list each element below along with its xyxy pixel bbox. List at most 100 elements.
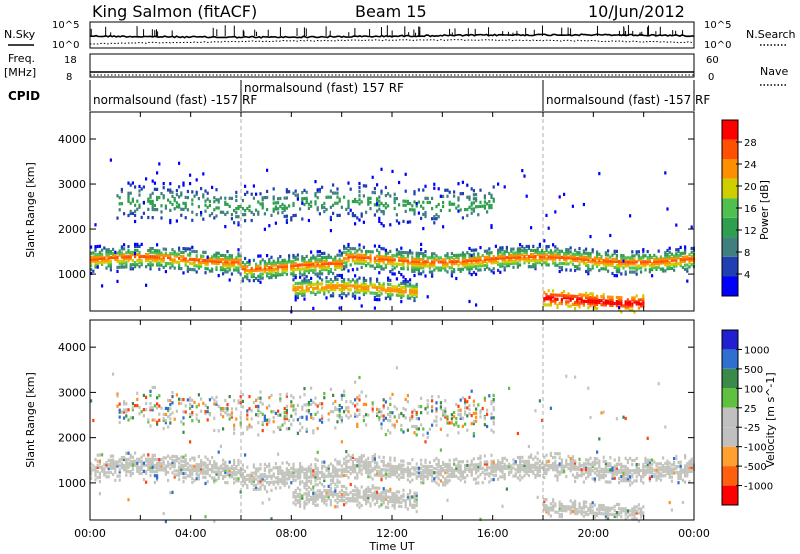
power-cell [387,259,390,263]
velocity-cell [147,453,150,457]
power-cell [503,268,506,272]
velocity-cell [219,470,222,474]
velocity-cell [321,416,324,420]
power-cell [433,182,436,186]
power-cell [523,251,526,255]
power-cell [387,292,390,296]
power-cell [567,262,570,266]
power-cell [464,265,467,269]
power-cell [186,269,189,273]
velocity-cell [274,411,277,415]
velocity-cell [226,409,229,413]
velocity-cell [387,501,390,505]
velocity-cell [189,468,192,472]
power-cell [527,246,530,251]
power-cell [422,260,425,264]
power-cell [433,215,436,219]
velocity-cell [296,403,299,407]
power-cell [208,259,211,263]
velocity-cell [338,460,341,464]
power-cell [391,293,394,297]
velocity-cell [156,478,159,482]
power-cell [101,254,104,258]
velocity-cell [277,409,280,413]
power-cell [147,259,150,263]
velocity-cell [356,414,359,418]
power-cell [402,292,405,296]
velocity-cell [323,474,326,478]
power-cell [345,284,348,288]
power-cell [171,194,174,198]
power-cell [382,224,385,228]
power-cell [556,297,559,301]
velocity-cell [398,477,401,481]
power-cell [358,255,361,259]
velocity-cell [340,474,343,478]
power-cell [598,258,601,262]
power-cell [483,194,486,198]
velocity-cell [233,469,236,473]
power-cell [257,266,260,270]
power-cell [560,266,563,270]
velocity-cell [334,466,337,470]
power-cell [585,247,588,251]
power-cell [250,273,253,277]
power-cell [591,260,594,264]
velocity-cell [206,465,209,469]
velocity-cell [356,460,359,464]
power-cell [116,251,119,255]
power-cell [369,291,372,295]
power-cell [490,205,493,210]
velocity-cell [327,474,330,478]
power-cell [684,249,687,253]
velocity-cell [475,481,478,485]
power-cell [675,258,678,262]
velocity-cell [310,467,313,471]
velocity-cell [316,466,319,471]
power-cell [292,268,295,272]
velocity-cell [371,477,374,481]
power-cell [351,253,354,257]
velocity-cell [314,477,317,481]
velocity-cell [431,395,434,399]
power-cell [648,268,651,272]
velocity-cell [448,464,451,468]
velocity-cell [222,427,225,431]
velocity-cell [153,474,156,478]
power-cell [279,255,282,259]
velocity-cell [98,453,101,457]
velocity-cell [288,427,291,431]
power-cell [340,265,343,269]
power-cell [574,256,577,260]
power-cell [169,258,172,262]
power-cell [323,251,326,255]
power-cell [633,266,636,270]
power-cell [303,277,306,281]
velocity-cell [279,427,282,431]
velocity-cell [191,419,194,423]
power-cell [343,257,346,261]
power-cell [118,261,121,265]
power-cell [107,262,110,266]
power-cell [651,274,654,278]
power-cell [340,253,343,257]
power-cell [259,202,262,206]
power-cell [488,259,491,263]
power-cell [556,303,559,307]
velocity-cell [316,450,319,454]
power-cell [560,293,563,298]
power-cell [393,266,396,270]
power-cell [338,288,341,292]
power-cell [411,259,414,263]
velocity-cell [296,474,299,478]
power-cell [582,299,585,303]
velocity-cell [391,504,394,508]
power-cell [129,251,132,255]
power-cell [589,256,592,260]
power-cell [631,250,634,254]
velocity-cell [310,479,313,483]
power-cell [156,257,159,261]
power-cell [543,239,546,243]
power-cell [404,278,407,282]
velocity-cell [125,459,128,464]
